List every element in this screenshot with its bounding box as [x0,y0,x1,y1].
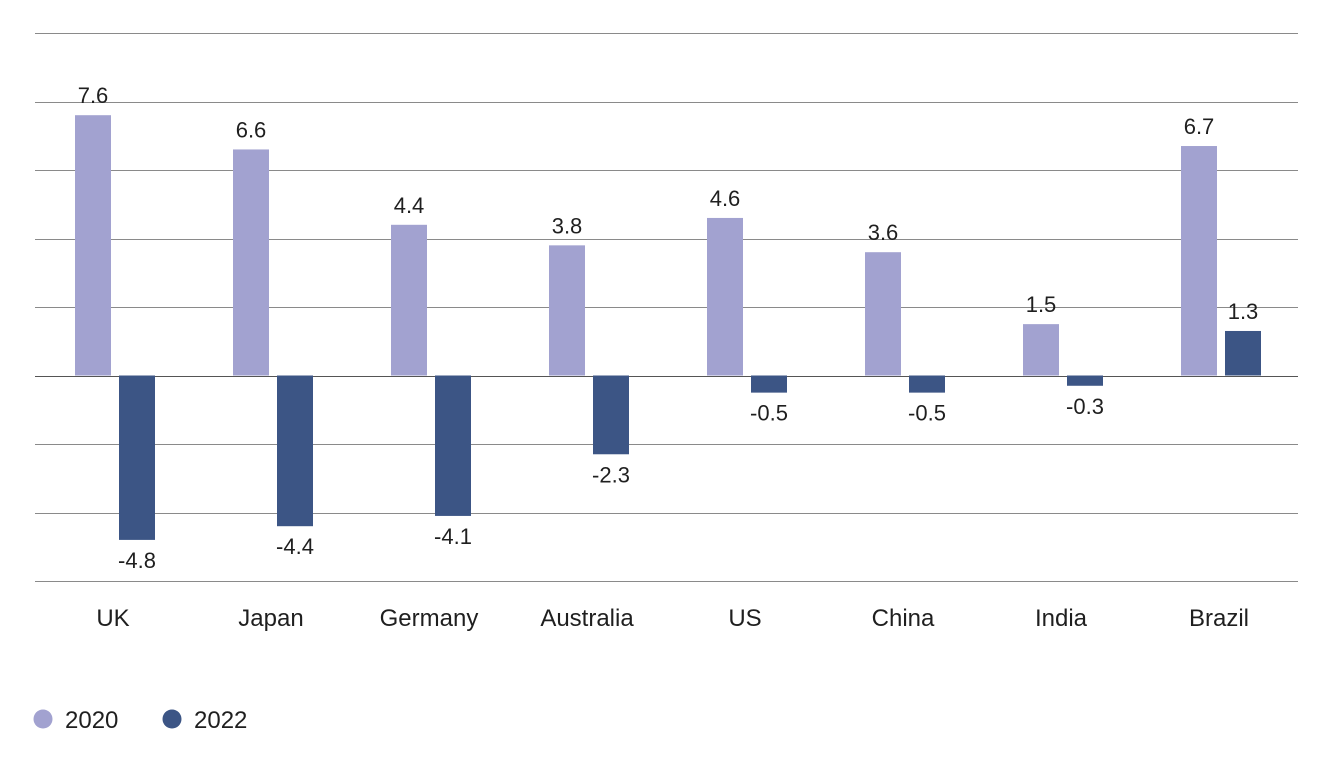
bar-2020-australia [549,245,585,376]
category-label-japan: Japan [238,605,303,632]
category-label-china: China [872,605,935,632]
category-labels: UK Japan Germany Australia US China India Brazi… [96,605,1249,632]
data-label-2022-india: -0.3 [1066,394,1104,419]
legend-item-2020: 2020 [33,707,118,734]
bar-2022-china [909,375,945,393]
data-label-2020-us: 4.6 [710,186,741,211]
legend-label-2022: 2022 [194,707,247,734]
bar-2022-india [1067,375,1103,386]
bar-2022-us [751,375,787,393]
bar-2020-china [865,252,901,376]
data-label-2022-australia: -2.3 [592,462,630,487]
data-label-2020-brazil: 6.7 [1184,114,1215,139]
legend-item-2022: 2022 [162,707,247,734]
category-label-brazil: Brazil [1189,605,1249,632]
data-label-2020-japan: 6.6 [236,117,267,142]
bar-2020-brazil [1181,146,1217,376]
data-label-2022-brazil: 1.3 [1228,299,1259,324]
category-label-us: US [728,605,761,632]
legend-swatch-2020 [33,709,53,729]
bar-2022-germany [435,375,471,516]
data-label-2022-china: -0.5 [908,401,946,426]
bar-2022-brazil [1225,330,1261,376]
bar-2020-germany [391,224,427,376]
data-label-2022-us: -0.5 [750,401,788,426]
data-label-2020-germany: 4.4 [394,193,425,218]
bar-2022-uk [119,375,155,540]
bars [75,115,1261,540]
series-2020 [75,115,1217,376]
category-label-uk: UK [96,605,129,632]
data-label-2022-uk: -4.8 [118,548,156,573]
bar-2022-australia [593,375,629,455]
data-label-2022-japan: -4.4 [276,534,314,559]
series-2022 [119,330,1261,540]
data-label-2020-china: 3.6 [868,220,899,245]
data-label-2020-uk: 7.6 [78,83,109,108]
data-label-2022-germany: -4.1 [434,524,472,549]
value-labels: 7.6 6.6 4.4 3.8 4.6 3.6 1.5 6.7 -4.8 -4.4 -4.1 -2.3… [78,83,1259,573]
data-label-2020-australia: 3.8 [552,213,583,238]
bar-2020-uk [75,115,111,376]
bar-2020-india [1023,324,1059,376]
bar-2022-japan [277,375,313,527]
legend: 2020 2022 [33,707,247,734]
gridlines [35,33,1298,582]
bar-2020-us [707,217,743,376]
bar-2020-japan [233,149,269,376]
category-label-india: India [1035,605,1088,632]
data-label-2020-india: 1.5 [1026,292,1057,317]
legend-label-2020: 2020 [65,707,118,734]
legend-swatch-2022 [162,709,182,729]
category-label-germany: Germany [380,605,479,632]
category-label-australia: Australia [540,605,634,632]
